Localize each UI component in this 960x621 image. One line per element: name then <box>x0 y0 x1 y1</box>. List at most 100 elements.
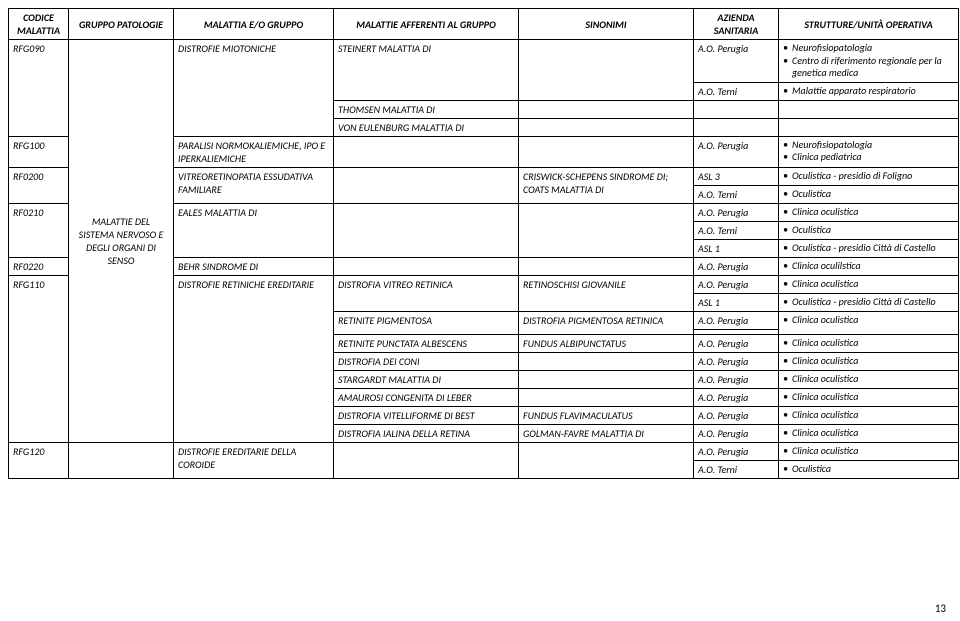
h-codice: CODICE MALATTIA <box>9 9 69 40</box>
cell-azienda: A.O. Perugia <box>694 136 779 167</box>
cell-afferenti <box>334 167 519 203</box>
cell-malattia: DISTROFIE EREDITARIE DELLA COROIDE <box>174 442 334 478</box>
cell-codice: RFG110 <box>9 275 69 442</box>
h-azienda: AZIENDA SANITARIA <box>694 9 779 40</box>
cell-sinonimi: GOLMAN-FAVRE MALATTIA DI <box>519 424 694 442</box>
cell-azienda: A.O. Perugia <box>694 334 779 352</box>
cell-sinonimi <box>519 352 694 370</box>
cell-malattia: DISTROFIE MIOTONICHE <box>174 40 334 137</box>
cell-afferenti <box>334 257 519 275</box>
h-afferenti: MALATTIE AFFERENTI AL GRUPPO <box>334 9 519 40</box>
cell-strutture: Malattie apparato respiratorio <box>779 82 959 100</box>
cell-afferenti: AMAUROSI CONGENITA DI LEBER <box>334 388 519 406</box>
cell-strutture <box>779 118 959 136</box>
cell-strutture: Oculistica - presidio di Foligno <box>779 167 959 185</box>
cell-sinonimi: FUNDUS FLAVIMACULATUS <box>519 406 694 424</box>
cell-sinonimi: FUNDUS ALBIPUNCTATUS <box>519 334 694 352</box>
cell-afferenti: DISTROFIA DEI CONI <box>334 352 519 370</box>
cell-malattia: DISTROFIE RETINICHE EREDITARIE <box>174 275 334 442</box>
cell-sinonimi <box>519 100 694 118</box>
cell-azienda: A.O. Perugia <box>694 388 779 406</box>
cell-afferenti: DISTROFIA IALINA DELLA RETINA <box>334 424 519 442</box>
cell-azienda: A.O. Perugia <box>694 406 779 424</box>
cell-afferenti <box>334 442 519 478</box>
h-strutture: STRUTTURE/UNITÀ OPERATIVA <box>779 9 959 40</box>
cell-afferenti: VON EULENBURG MALATTIA DI <box>334 118 519 136</box>
cell-azienda: A.O. Terni <box>694 221 779 239</box>
cell-strutture: Oculistica <box>779 460 959 478</box>
cell-gruppo: MALATTIE DEL SISTEMA NERVOSO E DEGLI ORG… <box>69 40 174 443</box>
cell-strutture: NeurofisiopatologiaCentro di riferimento… <box>779 40 959 83</box>
cell-azienda <box>694 118 779 136</box>
cell-azienda: A.O. Perugia <box>694 203 779 221</box>
cell-sinonimi <box>519 136 694 167</box>
cell-sinonimi <box>519 370 694 388</box>
cell-malattia: VITREORETINOPATIA ESSUDATIVA FAMILIARE <box>174 167 334 203</box>
cell-azienda: A.O. Perugia <box>694 442 779 460</box>
cell-afferenti: STARGARDT MALATTIA DI <box>334 370 519 388</box>
cell-codice: RF0210 <box>9 203 69 257</box>
cell-azienda: ASL 1 <box>694 239 779 257</box>
cell-sinonimi: CRISWICK-SCHEPENS SINDROME DI; COATS MAL… <box>519 167 694 203</box>
cell-strutture <box>779 100 959 118</box>
cell-afferenti <box>334 136 519 167</box>
cell-codice: RFG120 <box>9 442 69 478</box>
cell-malattia: PARALISI NORMOKALIEMICHE, IPO E IPERKALI… <box>174 136 334 167</box>
cell-codice: RF0200 <box>9 167 69 203</box>
cell-sinonimi: RETINOSCHISI GIOVANILE <box>519 275 694 311</box>
cell-azienda: A.O. Terni <box>694 82 779 100</box>
cell-codice: RFG090 <box>9 40 69 137</box>
cell-azienda: A.O. Terni <box>694 460 779 478</box>
cell-sinonimi <box>519 40 694 101</box>
cell-strutture: NeurofisiopatologiaClinica pediatrica <box>779 136 959 167</box>
cell-strutture: Clinica oculistica <box>779 370 959 388</box>
header-row: CODICE MALATTIA GRUPPO PATOLOGIE MALATTI… <box>9 9 959 40</box>
cell-strutture: Clinica oculistica <box>779 442 959 460</box>
cell-sinonimi: DISTROFIA PIGMENTOSA RETINICA <box>519 311 694 334</box>
table-row: RFG120 DISTROFIE EREDITARIE DELLA COROID… <box>9 442 959 460</box>
cell-codice: RFG100 <box>9 136 69 167</box>
h-sinonimi: SINONIMI <box>519 9 694 40</box>
cell-azienda: A.O. Perugia <box>694 424 779 442</box>
cell-malattia: EALES MALATTIA DI <box>174 203 334 257</box>
cell-afferenti: RETINITE PIGMENTOSA <box>334 311 519 334</box>
cell-strutture: Oculistica <box>779 221 959 239</box>
cell-strutture: Clinica oculistica <box>779 388 959 406</box>
cell-afferenti: THOMSEN MALATTIA DI <box>334 100 519 118</box>
cell-strutture: Clinica oculistica <box>779 406 959 424</box>
cell-azienda: A.O. Perugia <box>694 40 779 83</box>
cell-strutture: Clinica oculistica <box>779 352 959 370</box>
h-malattia: MALATTIA E/O GRUPPO <box>174 9 334 40</box>
table-row: RFG090 MALATTIE DEL SISTEMA NERVOSO E DE… <box>9 40 959 83</box>
cell-malattia: BEHR SINDROME DI <box>174 257 334 275</box>
cell-afferenti: STEINERT MALATTIA DI <box>334 40 519 101</box>
cell-strutture: Clinica oculistica <box>779 424 959 442</box>
cell-sinonimi <box>519 442 694 478</box>
cell-strutture: Oculistica <box>779 185 959 203</box>
cell-strutture: Clinica oculistica <box>779 203 959 221</box>
cell-sinonimi <box>519 118 694 136</box>
cell-afferenti: DISTROFIA VITREO RETINICA <box>334 275 519 311</box>
cell-azienda: A.O. Perugia <box>694 370 779 388</box>
cell-strutture: Clinica oculistica <box>779 275 959 293</box>
cell-azienda: A.O. Perugia <box>694 257 779 275</box>
disease-table: CODICE MALATTIA GRUPPO PATOLOGIE MALATTI… <box>8 8 959 479</box>
cell-afferenti: RETINITE PUNCTATA ALBESCENS <box>334 334 519 352</box>
cell-sinonimi <box>519 203 694 257</box>
cell-azienda: ASL 3 <box>694 167 779 185</box>
page-number: 13 <box>935 602 946 615</box>
cell-strutture: Clinica oculistica <box>779 334 959 352</box>
cell-strutture: Oculistica - presidio Città di Castello <box>779 293 959 311</box>
cell-strutture: Clinica oculistica <box>779 311 959 334</box>
cell-azienda: ASL 1 <box>694 293 779 311</box>
cell-afferenti <box>334 203 519 257</box>
cell-sinonimi <box>519 257 694 275</box>
cell-azienda: A.O. Perugia <box>694 311 779 329</box>
cell-azienda: A.O. Perugia <box>694 275 779 293</box>
cell-strutture: Clinica oculilstica <box>779 257 959 275</box>
cell-strutture: Oculistica - presidio Città di Castello <box>779 239 959 257</box>
cell-codice: RF0220 <box>9 257 69 275</box>
cell-gruppo <box>69 442 174 478</box>
h-gruppo: GRUPPO PATOLOGIE <box>69 9 174 40</box>
cell-azienda: A.O. Perugia <box>694 352 779 370</box>
